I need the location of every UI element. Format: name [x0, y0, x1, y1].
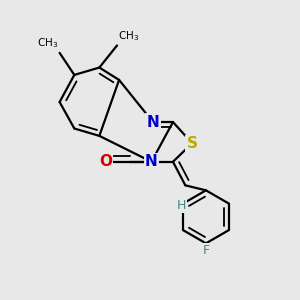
Text: O: O — [99, 154, 112, 169]
Text: CH$_3$: CH$_3$ — [37, 36, 58, 50]
Text: CH$_3$: CH$_3$ — [118, 29, 140, 43]
Text: N: N — [147, 115, 159, 130]
Text: H: H — [177, 200, 186, 212]
Text: S: S — [187, 136, 198, 151]
Text: N: N — [145, 154, 158, 169]
Text: F: F — [202, 244, 209, 257]
